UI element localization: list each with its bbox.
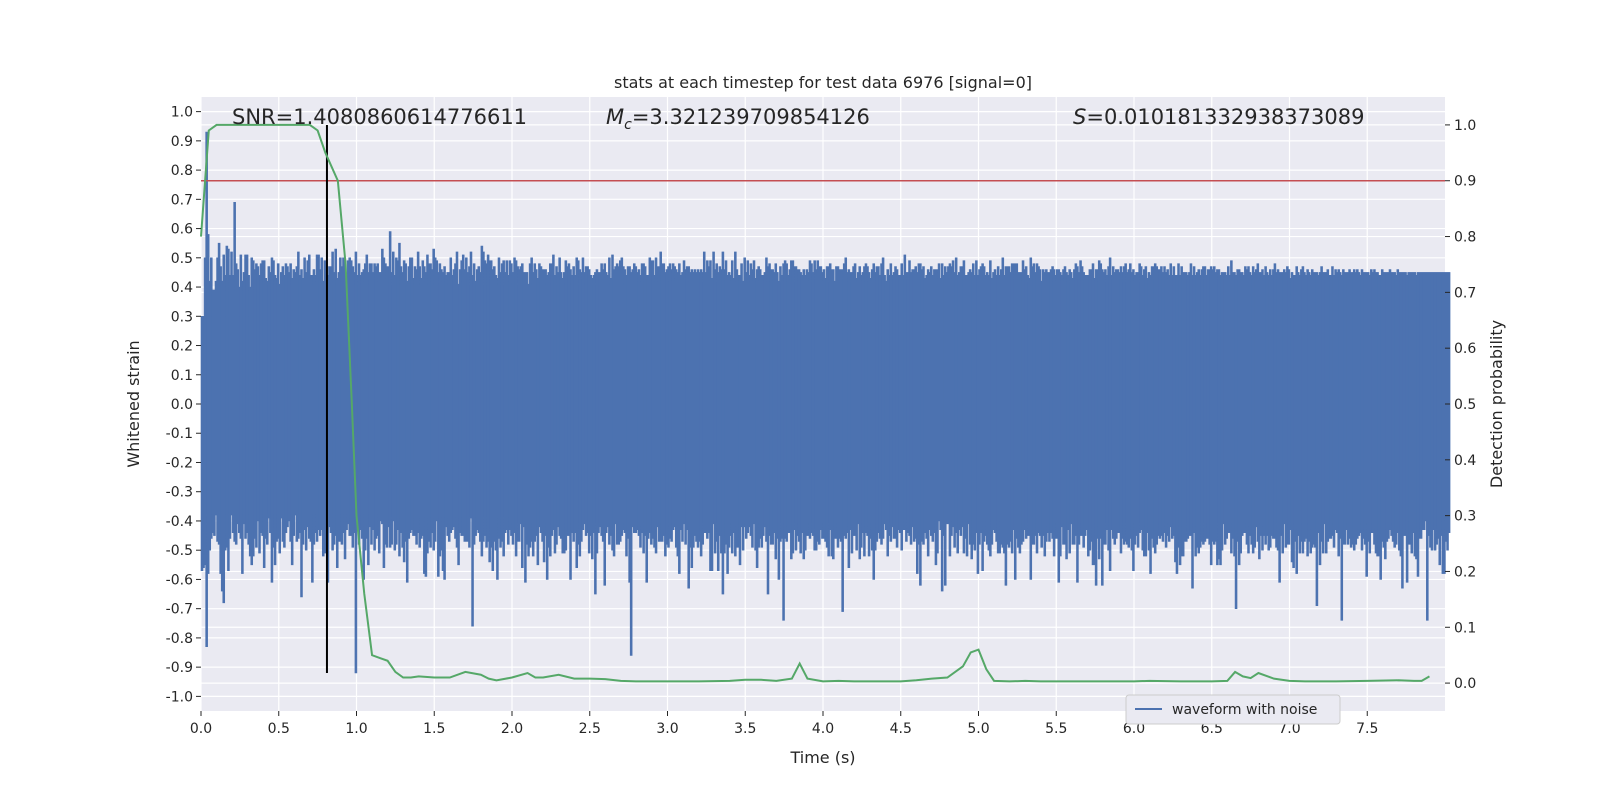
x-tick-label: 3.5 [734,721,756,737]
y-right-tick-label: 0.5 [1454,397,1476,413]
x-tick-label: 7.5 [1356,721,1378,737]
legend: waveform with noise [1125,694,1341,725]
chirp-mass-value: =3.321239709854126 [632,105,870,129]
x-tick-label: 6.5 [1201,721,1223,737]
x-tick-label: 4.5 [890,721,912,737]
y-left-tick-label: 0.5 [171,251,193,267]
y-left-tick-label: -0.7 [166,602,193,618]
x-tick-label: 4.0 [812,721,834,737]
legend-box [1125,694,1341,725]
x-tick-label: 3.0 [656,721,678,737]
y-left-tick-label: 0.7 [171,192,193,208]
x-axis-ticks: 0.0 0.5 1.0 1.5 2.0 2.5 3.0 3.5 4.0 4.5 5.0 5.5 6.0 6… [190,711,1378,737]
y-left-tick-label: -0.1 [166,426,193,442]
y-left-tick-label: -0.4 [166,514,193,530]
x-tick-label: 0.5 [268,721,290,737]
y-right-tick-label: 0.9 [1454,174,1476,190]
y-right-tick-label: 0.1 [1454,620,1476,636]
y-left-tick-label: 0.2 [171,339,193,355]
y-left-tick-label: -1.0 [166,689,193,705]
y-right-tick-label: 0.7 [1454,285,1476,301]
plot-title: stats at each timestep for test data 697… [614,73,1032,92]
y-right-tick-label: 0.8 [1454,230,1476,246]
s-annotation: S=0.010181332938373089 [1073,105,1364,129]
detection-probability-line [200,123,1430,683]
x-tick-label: 0.0 [190,721,212,737]
waveform-series [200,131,1451,674]
y-left-tick-label: -0.5 [166,543,193,559]
x-tick-label: 5.5 [1045,721,1067,737]
s-symbol: S [1073,105,1086,129]
y-left-tick-label: 0.0 [171,397,193,413]
y-left-tick-label: -0.9 [166,660,193,676]
y-left-tick-label: 0.6 [171,222,193,238]
x-tick-label: 1.5 [423,721,445,737]
y-right-tick-label: 0.3 [1454,509,1476,525]
x-tick-label: 2.5 [579,721,601,737]
y-left-tick-label: 0.1 [171,368,193,384]
waveform-trace [200,131,1451,674]
y-axis-left-title: Whitened strain [124,340,143,467]
y-left-tick-label: -0.6 [166,572,193,588]
x-axis-title: Time (s) [789,748,855,767]
y-axis-right-ticks: 0.0 0.1 0.2 0.3 0.4 0.5 0.6 0.7 0.8 0.9 1.0 [1445,118,1476,692]
snr-annotation: SNR=1.4080860614776611 [232,105,527,129]
chirp-mass-subscript: c [624,117,632,133]
x-tick-label: 7.0 [1278,721,1300,737]
chirp-mass-annotation: Mc=3.321239709854126 [606,105,870,133]
y-right-tick-label: 0.4 [1454,453,1476,469]
y-left-tick-label: 0.4 [171,280,193,296]
y-right-tick-label: 0.6 [1454,341,1476,357]
y-right-tick-label: 1.0 [1454,118,1476,134]
y-right-tick-label: 0.0 [1454,676,1476,692]
y-left-tick-label: 0.9 [171,134,193,150]
x-tick-label: 6.0 [1123,721,1145,737]
y-left-tick-label: -0.2 [166,455,193,471]
y-left-tick-label: -0.3 [166,485,193,501]
y-left-tick-label: 1.0 [171,105,193,121]
chirp-mass-symbol: M [606,105,624,129]
y-left-tick-label: 0.8 [171,163,193,179]
x-tick-label: 5.0 [967,721,989,737]
s-value: =0.010181332938373089 [1086,105,1364,129]
legend-label-waveform: waveform with noise [1172,702,1317,718]
y-left-tick-label: 0.3 [171,309,193,325]
x-tick-label: 2.0 [501,721,523,737]
y-axis-right-title: Detection probability [1487,320,1506,488]
y-left-tick-label: -0.8 [166,631,193,647]
x-tick-label: 1.0 [345,721,367,737]
y-right-tick-label: 0.2 [1454,564,1476,580]
y-axis-left-ticks: -1.0 -0.9 -0.8 -0.7 -0.6 -0.5 -0.4 -0.3 -0.2 -0.1… [166,105,201,705]
